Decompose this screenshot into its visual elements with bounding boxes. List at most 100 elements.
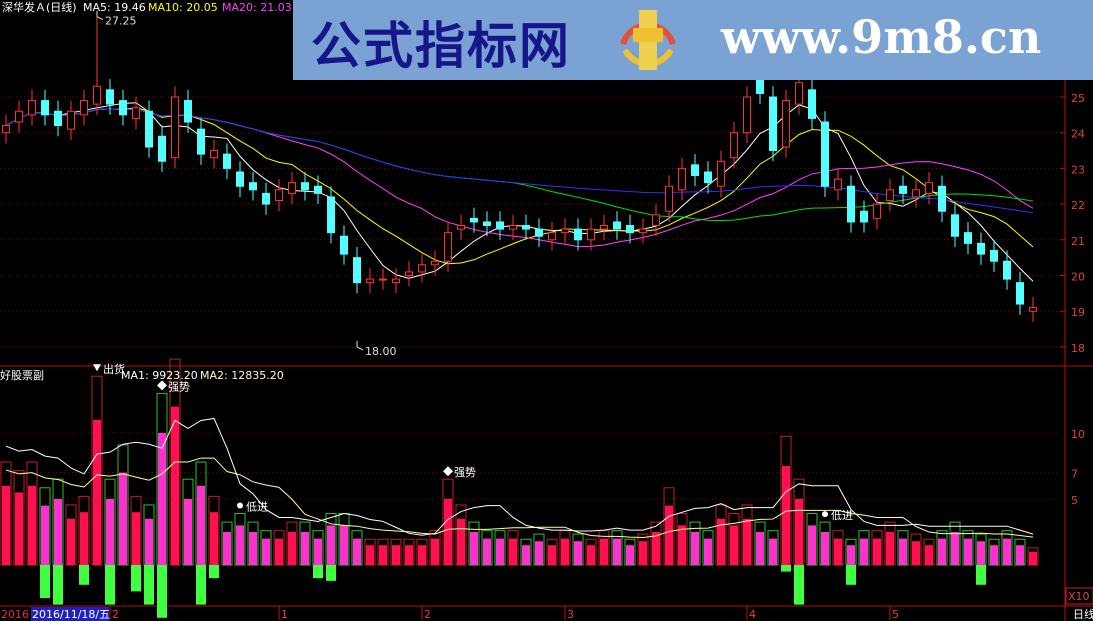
candle-body <box>158 135 166 162</box>
candle-body <box>249 182 257 191</box>
candle-body <box>860 210 868 223</box>
price-tick-label: 23 <box>1071 163 1085 176</box>
volume-bar <box>353 538 361 565</box>
volume-bar <box>704 538 712 565</box>
volume-bar <box>808 525 816 565</box>
volume-bar <box>795 499 803 565</box>
price-tick-label: 18 <box>1071 342 1085 355</box>
candle-body <box>899 185 907 194</box>
candle-body <box>522 225 530 230</box>
volume-bar <box>561 538 569 565</box>
candle-body <box>977 242 985 255</box>
signal-bar <box>209 565 219 579</box>
price-tick-label: 24 <box>1071 128 1085 141</box>
candle-body <box>561 228 569 234</box>
volume-bar <box>132 512 140 565</box>
candle-body <box>769 96 777 152</box>
candle-body <box>223 153 231 169</box>
volume-bar <box>15 492 23 565</box>
signal-bar <box>40 565 50 598</box>
watermark-text: 公式指标网 <box>311 17 571 75</box>
volume-bar <box>249 532 257 565</box>
candle-body <box>145 110 153 148</box>
signal-bar <box>196 565 206 605</box>
month-label: 1 <box>281 608 288 621</box>
candle-body <box>431 260 439 266</box>
candle-body <box>782 100 790 148</box>
candle-body <box>886 189 894 202</box>
price-marker <box>96 10 104 21</box>
start-year: 2016 <box>1 608 29 621</box>
candle-body <box>80 100 88 116</box>
candle-body <box>197 128 205 155</box>
candle-body <box>925 182 933 194</box>
volume-bar <box>977 541 985 565</box>
volume-bar <box>197 485 205 565</box>
volume-bar <box>392 545 400 565</box>
volume-bar <box>93 419 101 565</box>
candle-body <box>587 228 595 241</box>
candle-body <box>1016 282 1024 305</box>
signal-bar <box>794 565 804 605</box>
volume-bar <box>54 499 62 565</box>
volume-bar <box>691 532 699 565</box>
price-tick-label: 25 <box>1071 92 1085 105</box>
volume-bar <box>912 541 920 565</box>
volume-bar <box>626 545 634 565</box>
volume-bar <box>80 512 88 565</box>
period-label[interactable]: 日线 <box>1073 607 1093 621</box>
price-tick-label: 20 <box>1071 271 1085 284</box>
volume-tick-label: 7 <box>1071 468 1078 481</box>
price-annotation: 18.00 <box>365 345 397 358</box>
stock-title: 深华发Ａ(日线) <box>2 0 77 14</box>
candle-body <box>704 171 712 184</box>
month-label: 2 <box>112 608 119 621</box>
month-label: 5 <box>892 608 899 621</box>
dot-icon <box>237 502 243 509</box>
candle-body <box>665 185 673 212</box>
candle-body <box>1003 260 1011 280</box>
candle-body <box>41 100 49 116</box>
volume-bar <box>119 472 127 565</box>
volume-bar <box>1016 545 1024 565</box>
candle-body <box>301 182 309 191</box>
cursor-date-box <box>31 607 109 621</box>
volume-bar <box>457 518 465 565</box>
candle-body <box>756 78 764 94</box>
candle-body <box>1029 307 1037 312</box>
volume-bar <box>106 499 114 565</box>
volume-bar <box>470 532 478 565</box>
volume-bar <box>587 545 595 565</box>
volume-bar <box>574 541 582 565</box>
signal-bar <box>79 565 89 585</box>
candle-body <box>184 100 192 123</box>
ma10-value: MA10: 20.05 <box>148 1 218 14</box>
volume-bar <box>743 518 751 565</box>
signal-annotation: 强势 <box>168 380 190 393</box>
volume-bar <box>288 532 296 565</box>
volume-bar <box>873 538 881 565</box>
candle-body <box>535 228 543 237</box>
volume-bar <box>431 538 439 565</box>
candle-body <box>717 160 725 187</box>
candle-body <box>496 221 504 230</box>
candle-body <box>288 182 296 194</box>
volume-bar <box>886 532 894 565</box>
volume-bar <box>483 538 491 565</box>
volume-bar <box>548 545 556 565</box>
volume-bar <box>145 518 153 565</box>
ma10-line <box>5 107 1034 265</box>
candle-body <box>730 132 738 159</box>
candle-body <box>314 185 322 194</box>
volume-bar <box>639 541 647 565</box>
candle-body <box>15 110 23 123</box>
signal-bar <box>976 565 986 585</box>
signal-bar <box>53 565 63 605</box>
signal-bar <box>326 565 336 581</box>
volume-bar <box>717 518 725 565</box>
volume-bar <box>418 545 426 565</box>
volume-bar <box>2 485 10 565</box>
signal-bar <box>105 565 115 605</box>
